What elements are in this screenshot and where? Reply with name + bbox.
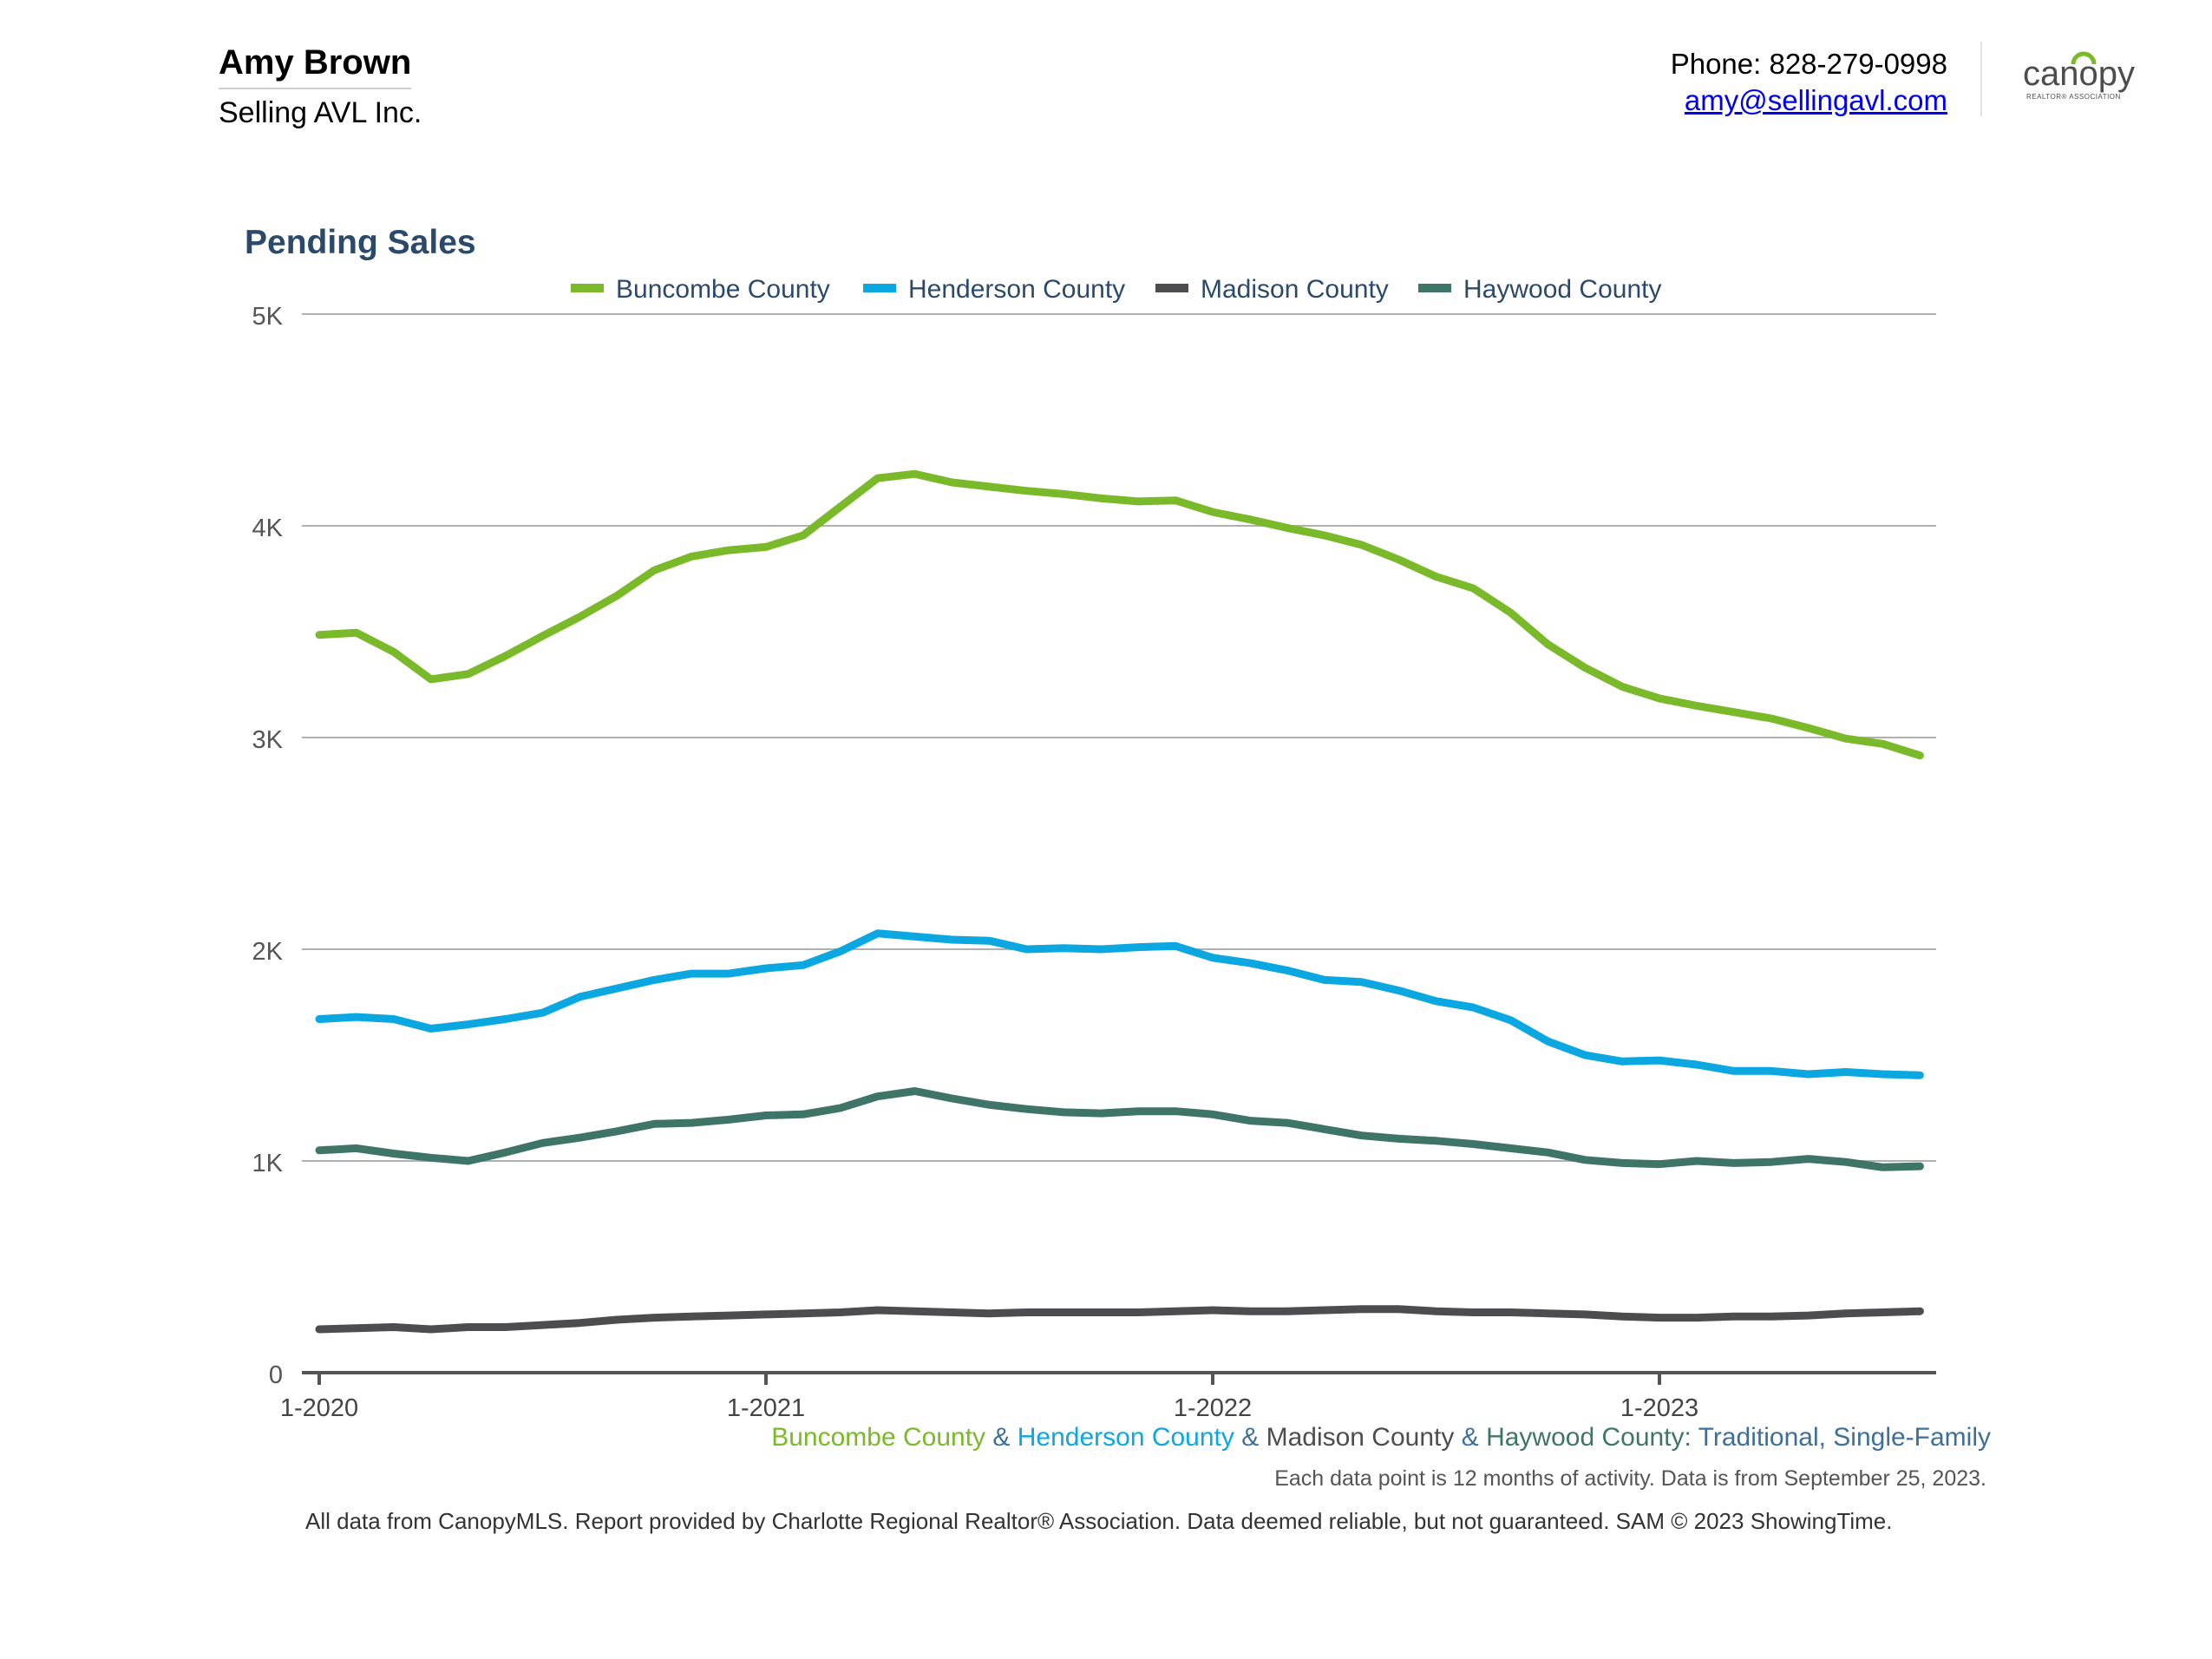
chart-gridlines <box>302 313 1936 1162</box>
chart-subtitle: Buncombe County & Henderson County & Mad… <box>771 1423 1991 1452</box>
y-axis-ticks: 0 1K 2K 3K 4K 5K <box>252 303 284 1389</box>
series-line-buncombe-county <box>315 469 1924 760</box>
contact-phone: Phone: 828-279-0998 <box>1670 48 1947 80</box>
logo-arch <box>2071 51 2097 65</box>
subtitle-suffix: : Traditional, Single-Family <box>1684 1423 1991 1452</box>
data-note: Each data point is 12 months of activity… <box>1274 1466 1986 1491</box>
header-divider <box>1980 42 1982 116</box>
subtitle-haywood: Haywood County <box>1486 1423 1685 1452</box>
y-tick-label: 4K <box>252 515 284 542</box>
y-tick-label: 5K <box>252 303 284 331</box>
footer-disclaimer: All data from CanopyMLS. Report provided… <box>305 1508 1893 1534</box>
contact-block: Phone: 828-279-0998 amy@sellingavl.com <box>1671 48 1947 117</box>
logo-text: canopy <box>2023 55 2135 93</box>
legend-label-henderson-county: Henderson County <box>908 275 1125 304</box>
subtitle-amp: & <box>985 1423 1018 1452</box>
y-tick-label: 2K <box>252 938 284 966</box>
agent-block: Amy Brown Selling AVL Inc. <box>219 43 422 130</box>
legend-label-haywood-county: Haywood County <box>1463 275 1661 304</box>
logo-tagline: REALTOR® ASSOCIATION <box>2026 93 2121 101</box>
series-line-madison-county <box>315 1305 1924 1334</box>
x-tick-label: 1-2022 <box>1174 1394 1252 1422</box>
subtitle-madison: Madison County <box>1266 1423 1455 1452</box>
series-line-haywood-county <box>315 1087 1924 1171</box>
subtitle-amp: & <box>1454 1423 1487 1452</box>
y-tick-label: 3K <box>252 726 284 754</box>
x-axis: 1-2020 1-2021 1-2022 1-2023 <box>280 1371 1936 1422</box>
legend-label-madison-county: Madison County <box>1201 275 1389 304</box>
subtitle-amp: & <box>1234 1423 1266 1452</box>
x-tick-label: 1-2023 <box>1620 1394 1698 1422</box>
canopy-logo: canopy REALTOR® ASSOCIATION <box>2023 51 2135 101</box>
contact-email-link[interactable]: amy@sellingavl.com <box>1684 84 1947 116</box>
y-tick-label: 0 <box>269 1361 283 1389</box>
subtitle-buncombe: Buncombe County <box>771 1423 986 1452</box>
y-tick-label: 1K <box>252 1150 284 1177</box>
chart-title: Pending Sales <box>245 224 476 261</box>
subtitle-henderson: Henderson County <box>1017 1423 1234 1452</box>
agent-name: Amy Brown <box>219 43 412 89</box>
chart-series <box>315 469 1924 1334</box>
x-tick-label: 1-2021 <box>727 1394 805 1422</box>
legend-label-buncombe-county: Buncombe County <box>616 275 830 304</box>
x-tick-label: 1-2020 <box>280 1394 358 1422</box>
agent-company: Selling AVL Inc. <box>219 96 422 129</box>
chart-legend: Buncombe County Henderson County Madison C… <box>571 275 1661 304</box>
series-line-henderson-county <box>315 929 1924 1079</box>
